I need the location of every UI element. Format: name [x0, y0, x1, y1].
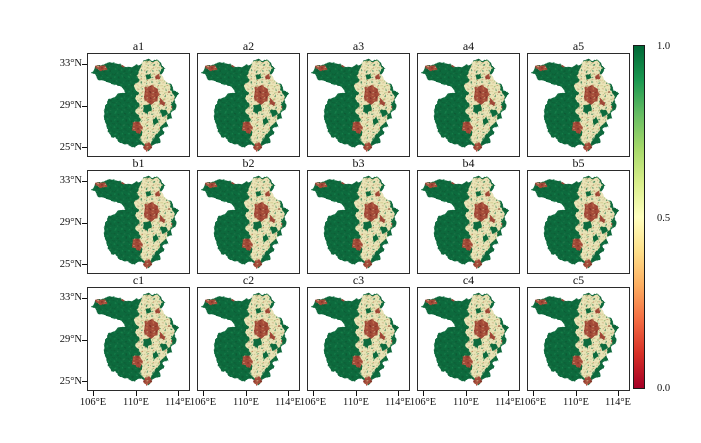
x-axis-tick	[533, 391, 534, 396]
panel-title: b5	[572, 156, 585, 170]
basin-map	[198, 171, 299, 273]
y-axis-tick	[82, 298, 87, 299]
y-tick-label: 25°N	[59, 259, 82, 270]
panel-b3: b3	[307, 156, 410, 274]
x-tick-label: 110°E	[563, 397, 589, 408]
panel-title: b1	[132, 156, 145, 170]
y-tick-label: 29°N	[59, 100, 82, 111]
x-axis-tick	[288, 391, 289, 396]
x-axis-tick	[356, 391, 357, 396]
x-axis-tick	[618, 391, 619, 396]
panel-title: c4	[462, 273, 475, 287]
x-tick-label: 114°E	[495, 397, 521, 408]
x-axis-tick	[246, 391, 247, 396]
basin-map	[308, 54, 409, 156]
x-axis-tick	[423, 391, 424, 396]
panel-title: c5	[572, 273, 585, 287]
panel-c5: c5	[527, 273, 630, 396]
x-axis-tick	[398, 391, 399, 396]
colorbar-tick-label: 0.0	[657, 383, 671, 394]
y-axis-tick	[82, 64, 87, 65]
x-tick-label: 114°E	[275, 397, 301, 408]
basin-map	[88, 288, 189, 390]
panel-b2: b2	[197, 156, 300, 274]
basin-map	[308, 288, 409, 390]
panel-title: a5	[572, 39, 585, 53]
panel-b5: b5	[527, 156, 630, 274]
colorbar-tick-label: 1.0	[657, 41, 671, 52]
colorbar-tick-label: 0.5	[657, 213, 671, 224]
panel-a1: a1	[82, 39, 190, 157]
x-tick-label: 110°E	[343, 397, 369, 408]
x-tick-label: 106°E	[409, 397, 437, 408]
y-tick-label: 25°N	[59, 376, 82, 387]
basin-map	[198, 288, 299, 390]
panel-title: c1	[132, 273, 145, 287]
y-axis-tick	[82, 181, 87, 182]
x-axis-tick	[466, 391, 467, 396]
x-tick-label: 106°E	[519, 397, 547, 408]
y-tick-label: 29°N	[59, 334, 82, 345]
basin-map	[88, 171, 189, 273]
basin-map	[418, 54, 519, 156]
x-axis-tick	[93, 391, 94, 396]
x-tick-label: 114°E	[605, 397, 631, 408]
basin-map	[88, 54, 189, 156]
basin-map	[418, 171, 519, 273]
x-tick-label: 114°E	[385, 397, 411, 408]
y-axis-tick	[82, 106, 87, 107]
panel-title: a3	[352, 39, 365, 53]
panel-title: b4	[462, 156, 475, 170]
x-axis-tick	[203, 391, 204, 396]
x-tick-label: 106°E	[189, 397, 217, 408]
x-axis-tick	[576, 391, 577, 396]
basin-map	[528, 171, 629, 273]
x-axis-tick	[136, 391, 137, 396]
x-tick-label: 106°E	[299, 397, 327, 408]
panel-title: a4	[462, 39, 475, 53]
x-tick-label: 110°E	[123, 397, 149, 408]
basin-map	[528, 288, 629, 390]
colorbar	[633, 45, 645, 389]
x-tick-label: 106°E	[79, 397, 107, 408]
basin-map	[528, 54, 629, 156]
basin-map	[198, 54, 299, 156]
panel-title: a2	[242, 39, 255, 53]
y-axis-tick	[82, 340, 87, 341]
y-tick-label: 29°N	[59, 217, 82, 228]
panel-a5: a5	[527, 39, 630, 157]
x-axis-tick	[508, 391, 509, 396]
x-axis-tick	[178, 391, 179, 396]
x-tick-label: 110°E	[453, 397, 479, 408]
panel-title: c3	[352, 273, 365, 287]
y-axis-tick	[82, 264, 87, 265]
x-tick-label: 114°E	[165, 397, 191, 408]
panel-title: b2	[242, 156, 255, 170]
panel-c2: c2	[197, 273, 300, 396]
x-tick-label: 110°E	[233, 397, 259, 408]
y-tick-label: 25°N	[59, 142, 82, 153]
panel-c3: c3	[307, 273, 410, 396]
y-tick-label: 33°N	[59, 292, 82, 303]
y-tick-label: 33°N	[59, 58, 82, 69]
panel-title: a1	[132, 39, 145, 53]
panel-a4: a4	[417, 39, 520, 157]
panel-c4: c4	[417, 273, 520, 396]
panel-title: c2	[242, 273, 255, 287]
panel-title: b3	[352, 156, 365, 170]
basin-map	[308, 171, 409, 273]
x-axis-tick	[313, 391, 314, 396]
panel-b1: b1	[82, 156, 190, 274]
panel-b4: b4	[417, 156, 520, 274]
panel-a2: a2	[197, 39, 300, 157]
y-axis-tick	[82, 381, 87, 382]
basin-map	[418, 288, 519, 390]
y-axis-tick	[82, 223, 87, 224]
y-axis-tick	[82, 147, 87, 148]
panel-c1: c1	[82, 273, 190, 396]
y-tick-label: 33°N	[59, 175, 82, 186]
panel-a3: a3	[307, 39, 410, 157]
